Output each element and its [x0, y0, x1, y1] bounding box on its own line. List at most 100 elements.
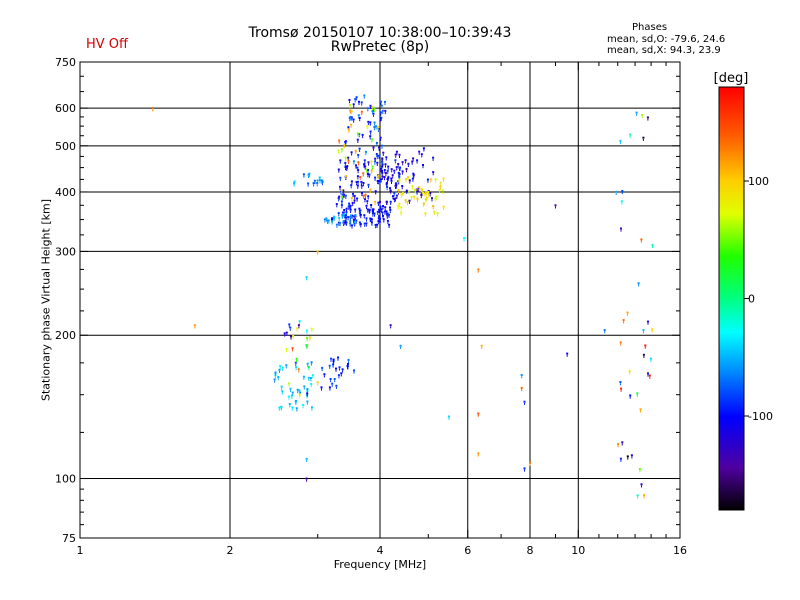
data-point: [337, 356, 339, 359]
data-point: [329, 378, 332, 380]
data-point: [305, 276, 308, 279]
data-point-tick: [433, 212, 435, 215]
data-point-tick: [371, 171, 373, 174]
data-point: [342, 220, 345, 223]
data-point: [360, 191, 363, 194]
data-point: [294, 361, 297, 364]
data-point-tick: [377, 203, 379, 206]
data-point-tick: [280, 408, 282, 411]
data-point-tick: [378, 156, 380, 159]
data-point-tick: [357, 183, 359, 185]
data-point: [292, 335, 295, 337]
data-point-tick: [604, 331, 606, 334]
data-point: [372, 112, 375, 115]
data-point-tick: [359, 178, 361, 181]
data-point-tick: [333, 218, 335, 221]
data-point: [283, 332, 286, 335]
data-point: [344, 156, 347, 159]
data-point: [389, 206, 391, 209]
data-point: [349, 116, 352, 118]
data-point-tick: [353, 217, 355, 220]
chart-subtitle: RwPretec (8p): [330, 39, 430, 55]
data-point-tick: [421, 190, 422, 193]
data-point: [323, 373, 326, 376]
data-point: [319, 179, 321, 182]
data-point: [429, 178, 432, 181]
data-point-tick: [382, 165, 384, 168]
data-point-tick: [424, 214, 426, 217]
data-point: [345, 211, 348, 214]
data-point-tick: [329, 388, 331, 391]
data-point-tick: [361, 103, 363, 106]
data-point-tick: [335, 369, 337, 372]
data-point: [620, 227, 622, 230]
data-point: [344, 161, 347, 164]
data-point-tick: [354, 210, 356, 213]
data-point-tick: [641, 485, 642, 488]
data-point: [331, 382, 334, 385]
data-point: [339, 176, 342, 179]
data-point: [350, 197, 353, 199]
data-point: [352, 218, 355, 221]
data-point-tick: [380, 138, 382, 141]
data-point-tick: [463, 239, 465, 242]
data-point: [520, 386, 523, 389]
data-point: [347, 126, 350, 129]
data-point: [438, 188, 441, 191]
data-point: [341, 214, 344, 217]
data-point-tick: [397, 207, 399, 210]
data-point-tick: [334, 380, 336, 383]
data-point: [341, 195, 343, 198]
data-point-tick: [355, 221, 357, 224]
data-point: [635, 111, 638, 114]
data-point-tick: [359, 211, 361, 214]
data-point-tick: [349, 207, 351, 209]
data-point: [363, 163, 366, 165]
data-point-tick: [306, 339, 308, 342]
colorbar-tick-label: 0: [748, 293, 755, 306]
data-point-tick: [620, 459, 622, 462]
data-point-tick: [352, 195, 354, 198]
data-point-tick: [308, 379, 310, 381]
data-point: [642, 136, 645, 139]
data-point: [381, 171, 384, 174]
data-point-tick: [350, 211, 352, 213]
data-point-tick: [411, 198, 412, 200]
data-point: [369, 104, 372, 107]
data-point: [404, 199, 407, 201]
data-point-tick: [374, 214, 375, 217]
data-point: [359, 209, 362, 212]
data-point-tick: [651, 330, 653, 333]
data-point-tick: [338, 219, 340, 222]
data-point: [311, 374, 314, 377]
data-point: [370, 218, 373, 221]
data-point: [411, 177, 414, 180]
data-point-tick: [367, 197, 369, 200]
data-point: [384, 210, 386, 213]
data-point: [640, 238, 643, 241]
data-point-tick: [400, 208, 402, 211]
data-point-tick: [395, 187, 396, 189]
hv-status-label: HV Off: [86, 37, 128, 52]
data-point-tick: [365, 153, 367, 156]
data-point: [447, 415, 450, 418]
scatter-points: [151, 94, 654, 499]
data-point: [337, 168, 340, 171]
data-point-tick: [307, 364, 309, 367]
data-point-tick: [363, 165, 365, 168]
data-point-tick: [356, 199, 358, 202]
data-point: [431, 197, 433, 200]
data-point: [298, 320, 301, 323]
data-point: [343, 213, 345, 216]
data-point-tick: [619, 142, 621, 145]
data-point: [387, 165, 390, 168]
data-point-tick: [349, 222, 351, 225]
data-point: [401, 161, 404, 164]
data-point: [370, 160, 373, 163]
data-point-tick: [627, 313, 628, 316]
data-point-tick: [376, 144, 378, 147]
data-point: [313, 179, 316, 182]
data-point: [353, 220, 355, 223]
data-point: [358, 147, 361, 150]
data-point: [332, 358, 335, 361]
